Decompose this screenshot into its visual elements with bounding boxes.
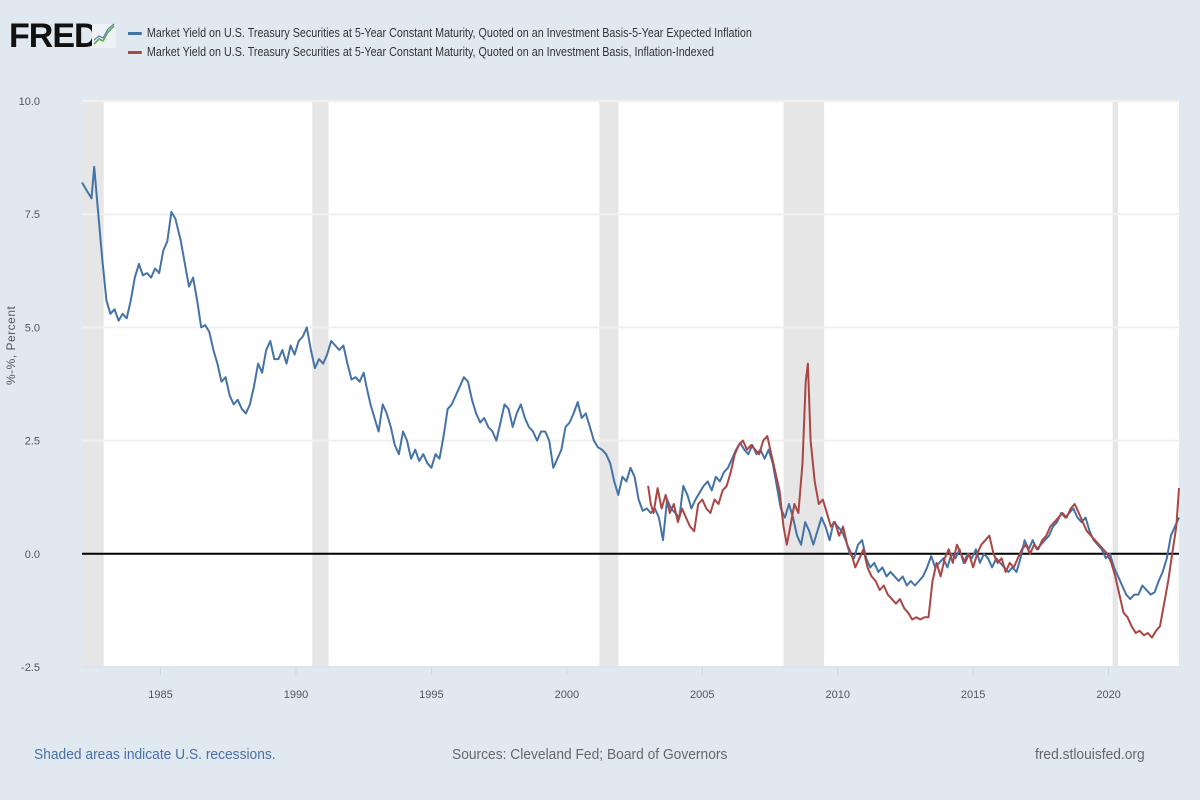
x-tick-label: 1985 <box>148 689 172 701</box>
recession-band <box>599 101 619 667</box>
y-tick-label: 5.0 <box>25 322 40 334</box>
plot-area <box>82 101 1179 667</box>
legend-item-inflation-indexed[interactable]: Market Yield on U.S. Treasury Securities… <box>128 43 752 62</box>
legend-label: Market Yield on U.S. Treasury Securities… <box>146 45 714 59</box>
x-tick-label: 2005 <box>690 689 714 701</box>
x-tick-label: 2010 <box>825 689 849 701</box>
y-tick-label: 2.5 <box>25 436 40 448</box>
recession-band <box>82 101 104 667</box>
x-axis-ticks: 1985 1990 1995 2000 2005 2010 2015 2020 <box>82 666 1179 701</box>
x-tick-label: 2020 <box>1096 689 1120 701</box>
x-tick-label: 1990 <box>284 689 308 701</box>
recession-band <box>783 101 825 667</box>
legend-item-expected-inflation[interactable]: Market Yield on U.S. Treasury Securities… <box>128 24 752 43</box>
y-tick-label: 0.0 <box>25 549 40 561</box>
series-line-inflation-indexed[interactable] <box>647 362 1180 639</box>
chart-line-icon <box>92 23 116 48</box>
x-tick-label: 2000 <box>555 689 579 701</box>
series-lines <box>81 165 1180 639</box>
recession-shading <box>82 101 1119 667</box>
site-link[interactable]: fred.stlouisfed.org <box>1035 746 1145 763</box>
x-tick-label: 2015 <box>961 689 985 701</box>
y-axis-ticks: -2.5 0.0 2.5 5.0 7.5 10.0 <box>19 96 40 674</box>
fred-logo: FRED <box>9 17 99 55</box>
legend-swatch-blue <box>128 32 142 35</box>
x-tick-label: 1995 <box>419 689 443 701</box>
chart-legend: Market Yield on U.S. Treasury Securities… <box>128 24 752 62</box>
recession-note: Shaded areas indicate U.S. recessions. <box>34 746 276 763</box>
y-tick-label: 7.5 <box>25 209 40 221</box>
recession-band <box>1112 101 1119 667</box>
sources-note: Sources: Cleveland Fed; Board of Governo… <box>452 746 728 763</box>
legend-label: Market Yield on U.S. Treasury Securities… <box>146 26 752 40</box>
legend-swatch-red <box>128 51 142 54</box>
recession-band <box>312 101 329 667</box>
y-tick-label: 10.0 <box>19 96 40 108</box>
y-tick-label: -2.5 <box>21 662 40 674</box>
